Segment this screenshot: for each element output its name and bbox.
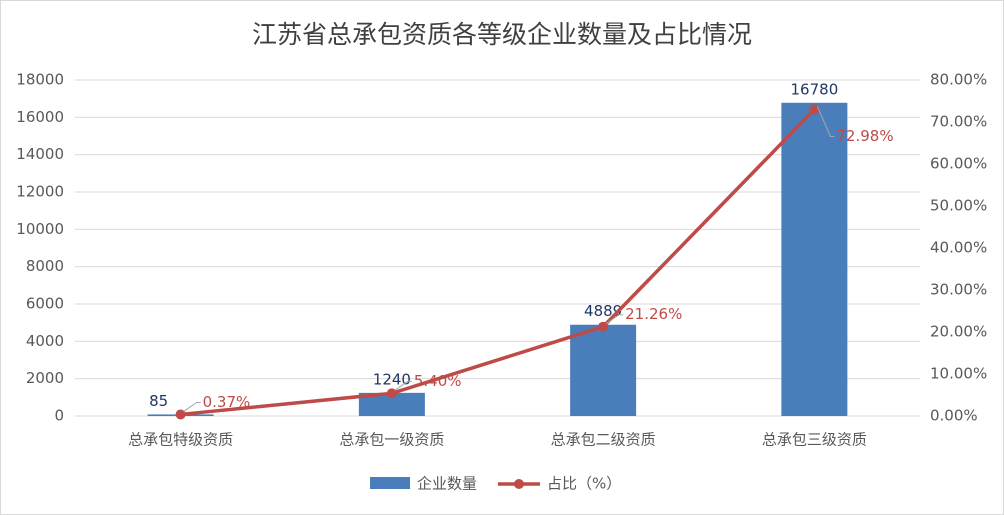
bar: [570, 324, 637, 416]
line-value-label: 72.98%: [836, 127, 893, 145]
y2-tick-label: 0.00%: [930, 407, 978, 425]
chart-title: 江苏省总承包资质各等级企业数量及占比情况: [252, 20, 752, 49]
legend-label: 企业数量: [417, 475, 477, 493]
bar-value-label: 85: [149, 392, 168, 410]
line-value-label: 21.26%: [625, 305, 682, 323]
y-tick-label: 4000: [26, 332, 64, 350]
y2-tick-label: 10.00%: [930, 365, 987, 383]
label-leader: [183, 401, 201, 412]
y2-tick-label: 30.00%: [930, 281, 987, 299]
line: [180, 108, 816, 417]
line-value-label: 5.40%: [414, 372, 462, 390]
y-tick-label: 0: [54, 407, 64, 425]
y-tick-label: 10000: [16, 220, 64, 238]
legend-swatch: [514, 479, 524, 489]
x-tick-label: 总承包一级资质: [339, 431, 444, 449]
x-tick-label: 总承包二级资质: [551, 431, 656, 449]
legend-swatch: [370, 477, 410, 489]
bar-value-label: 1240: [373, 370, 411, 388]
y2-tick-label: 40.00%: [930, 239, 987, 257]
x-tick-label: 总承包三级资质: [762, 431, 867, 449]
label-leader: [605, 314, 624, 325]
line-value-label: 0.37%: [203, 393, 251, 411]
y-tick-label: 8000: [26, 257, 64, 275]
y-tick-label: 18000: [16, 71, 64, 89]
label-leader: [816, 106, 835, 137]
x-tick-label: 总承包特级资质: [128, 431, 233, 449]
y2-tick-label: 60.00%: [930, 155, 987, 173]
y2-tick-label: 80.00%: [930, 71, 987, 89]
bar: [781, 102, 848, 417]
y2-tick-label: 50.00%: [930, 197, 987, 215]
bar-value-label: 16780: [791, 80, 839, 98]
y-tick-label: 16000: [16, 108, 64, 126]
bar: [358, 392, 425, 416]
line-marker: [598, 321, 609, 332]
y-tick-label: 6000: [26, 295, 64, 313]
line-marker: [809, 104, 820, 115]
legend-label: 占比（%）: [547, 475, 621, 493]
y-tick-label: 12000: [16, 183, 64, 201]
line-marker: [175, 409, 186, 420]
line-marker: [386, 388, 397, 399]
y-tick-label: 2000: [26, 369, 64, 387]
y2-tick-label: 70.00%: [930, 113, 987, 131]
label-leader: [394, 380, 412, 391]
y2-tick-label: 20.00%: [930, 323, 987, 341]
y-tick-label: 14000: [16, 145, 64, 163]
